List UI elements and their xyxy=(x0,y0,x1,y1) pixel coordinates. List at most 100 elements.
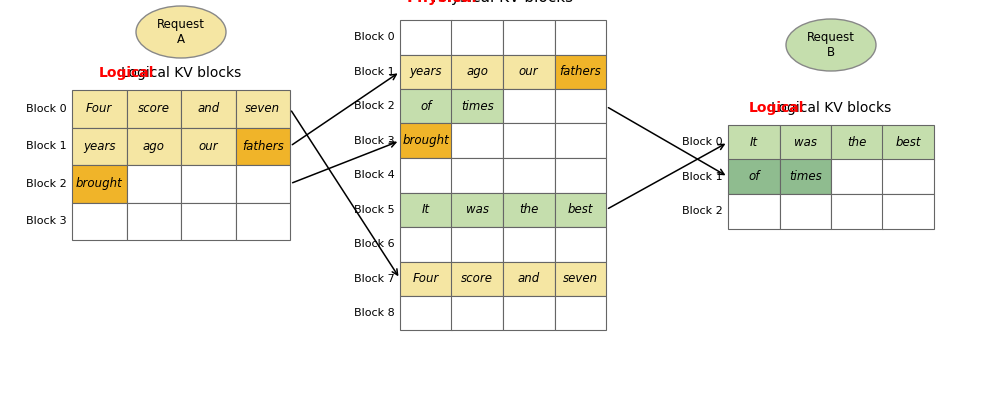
Bar xyxy=(127,90,181,128)
Bar xyxy=(882,125,934,160)
Text: of: of xyxy=(748,170,759,183)
Bar xyxy=(554,20,606,55)
Bar xyxy=(503,262,554,296)
Text: seven: seven xyxy=(562,272,598,285)
Text: brought: brought xyxy=(76,177,123,190)
Text: Request
B: Request B xyxy=(807,31,855,59)
Text: the: the xyxy=(519,203,539,216)
Bar xyxy=(400,158,451,192)
Text: Block 1: Block 1 xyxy=(354,67,395,77)
Text: was: was xyxy=(794,136,817,149)
Bar xyxy=(503,227,554,262)
Text: Block 2: Block 2 xyxy=(354,101,395,111)
Bar xyxy=(400,192,451,227)
Text: Four: Four xyxy=(413,272,439,285)
Bar xyxy=(181,90,236,128)
Bar xyxy=(554,192,606,227)
Text: our: our xyxy=(198,140,218,153)
Bar xyxy=(728,160,779,194)
Bar xyxy=(451,262,503,296)
Text: Physical: Physical xyxy=(407,0,477,5)
Text: Block 2: Block 2 xyxy=(27,179,67,189)
Bar xyxy=(503,20,554,55)
Text: Block 8: Block 8 xyxy=(354,308,395,318)
Bar xyxy=(181,202,236,240)
Bar xyxy=(451,55,503,89)
Text: seven: seven xyxy=(246,102,280,115)
Bar xyxy=(503,192,554,227)
Text: Logical: Logical xyxy=(748,101,804,115)
Bar xyxy=(236,128,290,165)
Text: It: It xyxy=(749,136,757,149)
Bar xyxy=(400,296,451,330)
Bar xyxy=(831,160,882,194)
Bar xyxy=(451,89,503,124)
Text: Block 1: Block 1 xyxy=(27,141,67,151)
Bar xyxy=(728,125,779,160)
Bar xyxy=(127,165,181,202)
Bar xyxy=(503,89,554,124)
Text: best: best xyxy=(896,136,921,149)
Text: and: and xyxy=(518,272,540,285)
Text: Four: Four xyxy=(86,102,113,115)
Text: was: was xyxy=(465,203,489,216)
Bar xyxy=(554,55,606,89)
Text: brought: brought xyxy=(402,134,449,147)
Text: Block 7: Block 7 xyxy=(354,274,395,284)
Text: Logical KV blocks: Logical KV blocks xyxy=(121,66,242,80)
Text: and: and xyxy=(197,102,220,115)
Text: Block 3: Block 3 xyxy=(354,136,395,146)
Bar xyxy=(72,165,127,202)
Bar xyxy=(554,296,606,330)
Text: years: years xyxy=(83,140,116,153)
Bar xyxy=(236,165,290,202)
Bar xyxy=(554,227,606,262)
Bar xyxy=(503,296,554,330)
Text: Physical KV blocks: Physical KV blocks xyxy=(433,0,573,5)
Text: fathers: fathers xyxy=(559,65,601,78)
Text: of: of xyxy=(420,100,432,113)
Bar xyxy=(554,262,606,296)
Bar xyxy=(503,158,554,192)
Bar xyxy=(451,192,503,227)
Bar xyxy=(236,202,290,240)
Bar xyxy=(72,128,127,165)
Bar xyxy=(554,124,606,158)
Text: years: years xyxy=(410,65,442,78)
Bar xyxy=(181,128,236,165)
Bar xyxy=(400,89,451,124)
Text: Block 6: Block 6 xyxy=(354,239,395,249)
Bar xyxy=(831,194,882,228)
Bar xyxy=(451,227,503,262)
Bar xyxy=(451,124,503,158)
Bar xyxy=(400,227,451,262)
Text: times: times xyxy=(789,170,822,183)
Ellipse shape xyxy=(786,19,876,71)
Bar xyxy=(181,165,236,202)
Bar xyxy=(554,89,606,124)
Bar xyxy=(451,158,503,192)
Bar xyxy=(503,55,554,89)
Text: Block 1: Block 1 xyxy=(682,172,723,182)
Bar xyxy=(400,124,451,158)
Text: times: times xyxy=(461,100,494,113)
Bar xyxy=(127,202,181,240)
Bar xyxy=(127,128,181,165)
Text: Request
A: Request A xyxy=(157,18,205,46)
Bar xyxy=(236,90,290,128)
Bar xyxy=(400,20,451,55)
Text: score: score xyxy=(138,102,169,115)
Text: Logical KV blocks: Logical KV blocks xyxy=(771,101,891,115)
Bar xyxy=(451,20,503,55)
Bar xyxy=(728,194,779,228)
Text: Block 2: Block 2 xyxy=(682,206,723,216)
Bar xyxy=(779,160,831,194)
Bar xyxy=(503,124,554,158)
Text: Logical: Logical xyxy=(98,66,153,80)
Bar xyxy=(554,158,606,192)
Text: score: score xyxy=(461,272,493,285)
Bar xyxy=(72,202,127,240)
Bar xyxy=(400,55,451,89)
Text: Block 5: Block 5 xyxy=(354,205,395,215)
Bar xyxy=(882,160,934,194)
